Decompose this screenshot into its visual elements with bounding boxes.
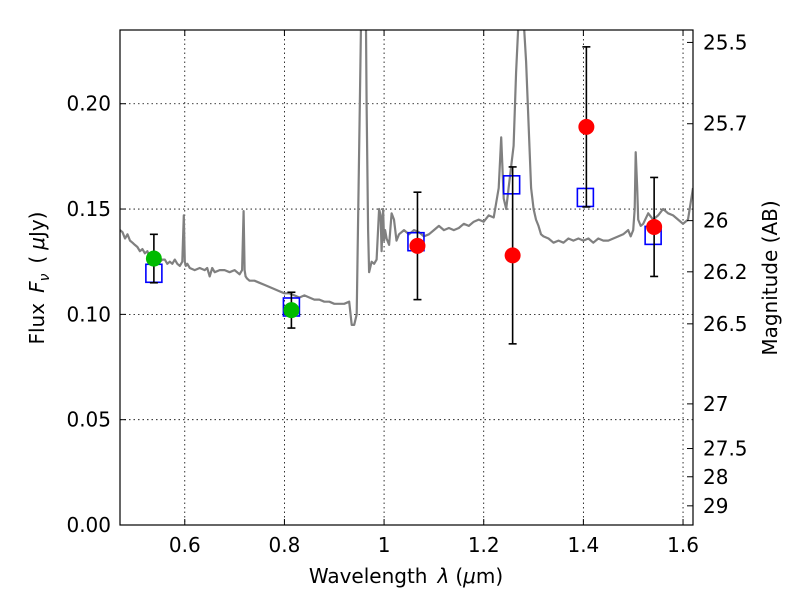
y-tick-label: 0.15 xyxy=(66,197,111,221)
y-axis-label-left: FluxFν(μJy) xyxy=(25,211,53,344)
photometry-point xyxy=(504,247,521,264)
right-tick-label: 29 xyxy=(703,494,728,518)
x-tick-label: 0.6 xyxy=(169,533,201,557)
photometry-point xyxy=(409,237,426,254)
data-marks xyxy=(145,46,663,345)
grid xyxy=(120,30,693,525)
x-tick-label: 0.8 xyxy=(269,533,301,557)
model-photometry-square xyxy=(576,187,595,208)
x-axis-label: Wavelength λ (μm) xyxy=(309,564,503,588)
y-tick-label: 0.20 xyxy=(66,92,111,116)
y-axis-right: 25.5 25.7 26 26.2 26.5 27 27.5 28 29 xyxy=(687,30,748,518)
right-tick-label: 25.5 xyxy=(703,30,748,54)
right-tick-label: 26.2 xyxy=(703,260,748,284)
plot-frame xyxy=(119,29,694,526)
x-tick-label: 1.2 xyxy=(468,533,500,557)
x-axis: 0.6 0.8 1 1.2 1.4 1.6 xyxy=(169,30,699,557)
y-axis-left: 0.00 0.05 0.10 0.15 0.20 xyxy=(66,92,126,537)
photometry-point xyxy=(145,250,162,267)
x-tick-label: 1.6 xyxy=(667,533,699,557)
model-photometry-square xyxy=(502,175,521,195)
y-tick-label: 0.10 xyxy=(66,302,111,326)
y-tick-label: 0.05 xyxy=(66,408,111,432)
right-tick-label: 26.5 xyxy=(703,312,748,336)
right-tick-label: 28 xyxy=(703,465,728,489)
photometry-point xyxy=(578,118,595,135)
y-axis-label-right: Magnitude (AB) xyxy=(758,200,782,355)
right-tick-label: 27.5 xyxy=(703,437,748,461)
plot-area xyxy=(120,30,693,345)
photometry-point xyxy=(283,302,300,319)
photometry-point xyxy=(646,218,663,235)
y-tick-label: 0.00 xyxy=(66,513,111,537)
right-tick-label: 26 xyxy=(703,209,728,233)
spectrum-line xyxy=(120,30,693,326)
right-tick-label: 25.7 xyxy=(703,112,748,136)
x-tick-label: 1 xyxy=(378,533,391,557)
x-tick-label: 1.4 xyxy=(567,533,599,557)
right-tick-label: 27 xyxy=(703,392,728,416)
